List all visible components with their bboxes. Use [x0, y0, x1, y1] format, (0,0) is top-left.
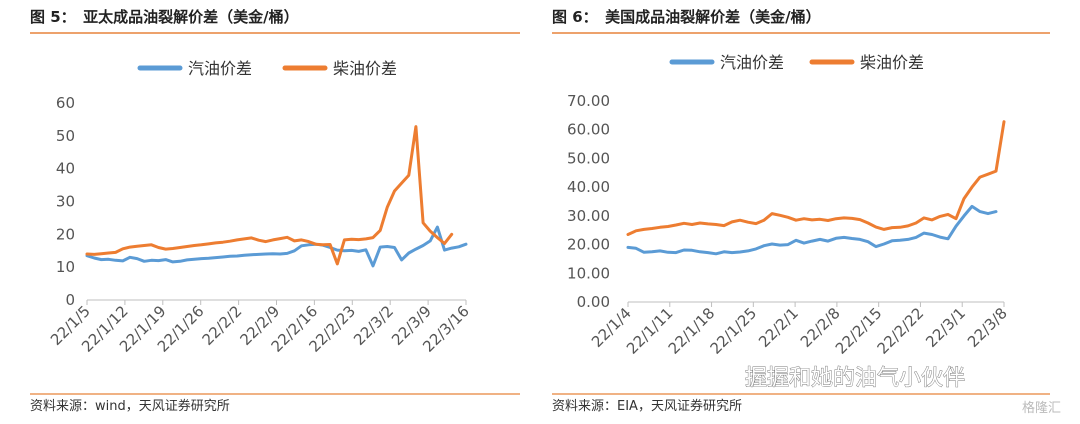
y-axis: 0 10 20 30 40 50 60 — [56, 94, 75, 309]
legend-label-gasoline: 汽油价差 — [188, 59, 252, 78]
x-axis: 22/1/522/1/1222/1/1922/1/2622/2/222/2/92… — [47, 299, 473, 356]
legend-label-diesel: 柴油价差 — [860, 53, 924, 72]
series-line-gasoline — [626, 204, 998, 256]
legend-label-gasoline: 汽油价差 — [720, 53, 784, 72]
y-tick-label: 20 — [56, 225, 75, 243]
y-tick-label: 40.00 — [567, 178, 610, 196]
watermark: 握握和她的油气小伙伴 格隆汇 — [745, 366, 1061, 416]
series-line-diesel — [85, 125, 454, 266]
y-tick-label: 50 — [56, 127, 75, 145]
source-note: 资料来源：EIA，天风证券研究所 — [552, 398, 742, 414]
chart-title: 图 6： 美国成品油裂解价差（美金/桶） — [552, 8, 821, 26]
y-tick-label: 0.00 — [577, 293, 610, 311]
chart-title: 图 5： 亚太成品油裂解价差（美金/桶） — [30, 8, 299, 26]
watermark-brand: 格隆汇 — [1022, 400, 1061, 416]
x-axis: 22/1/422/1/1122/1/1822/1/2522/2/122/2/82… — [588, 301, 1011, 358]
y-tick-label: 30.00 — [567, 207, 610, 225]
y-tick-label: 70.00 — [567, 92, 610, 110]
legend: 汽油价差 柴油价差 — [137, 59, 397, 78]
x-tick-label: 22/2/22 — [874, 304, 928, 358]
x-tick-label: 22/3/8 — [964, 304, 1011, 351]
x-tick-label: 22/2/2 — [199, 302, 246, 349]
series-line-gasoline — [85, 225, 468, 268]
legend-label-diesel: 柴油价差 — [333, 59, 397, 78]
y-tick-label: 30 — [56, 193, 75, 211]
plot-area — [626, 120, 1006, 256]
y-tick-label: 60 — [56, 94, 75, 112]
y-tick-label: 0 — [65, 291, 75, 309]
y-tick-label: 50.00 — [567, 149, 610, 167]
x-tick-label: 22/3/1 — [922, 304, 969, 351]
y-tick-label: 10.00 — [567, 264, 610, 282]
y-tick-label: 10 — [56, 258, 75, 276]
y-tick-label: 40 — [56, 160, 75, 178]
y-axis: 0.00 10.00 20.00 30.00 40.00 50.00 60.00 70.00 — [567, 92, 610, 311]
x-tick-label: 22/1/25 — [707, 304, 761, 358]
series-line-diesel — [626, 120, 1006, 236]
watermark-text: 握握和她的油气小伙伴 — [745, 366, 965, 391]
chart-panel-left: 图 5： 亚太成品油裂解价差（美金/桶） 汽油价差 柴油价差 0 10 20 30 40… — [30, 8, 520, 414]
y-tick-label: 20.00 — [567, 236, 610, 254]
x-tick-label: 22/3/2 — [350, 302, 397, 349]
plot-area — [85, 125, 468, 268]
source-note: 资料来源：wind，天风证券研究所 — [30, 398, 230, 414]
chart-panel-right: 图 6： 美国成品油裂解价差（美金/桶） 汽油价差 柴油价差 0.00 10.00… — [552, 8, 1061, 416]
y-tick-label: 60.00 — [567, 121, 610, 139]
x-tick-label: 22/2/1 — [755, 304, 802, 351]
legend: 汽油价差 柴油价差 — [669, 53, 924, 72]
